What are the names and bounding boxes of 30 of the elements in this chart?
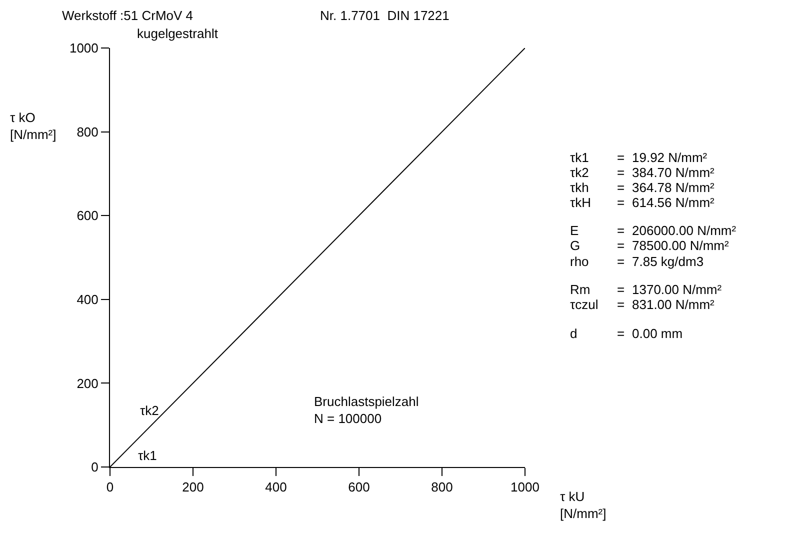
x-tick-label: 200: [182, 480, 204, 495]
text: τk2 = 384.70 N/mm²: [570, 165, 714, 180]
x-tick-label: 1000: [510, 480, 540, 495]
chart-title: Werkstoff :51 CrMoV 4: [62, 8, 194, 23]
text: τczul = 831.00 N/mm²: [570, 297, 714, 312]
y-tick-label: 1000: [69, 40, 98, 56]
y-tick-label: 200: [76, 376, 98, 391]
y-tick-label: 400: [76, 292, 98, 307]
annotation: τk1: [138, 448, 157, 463]
y-tick-label: 800: [76, 124, 98, 140]
x-tick-label: 400: [265, 480, 287, 495]
x-tick-label: 0: [106, 480, 114, 495]
y-axis-title: τ kO [N/mm²]: [10, 110, 56, 142]
text: τkH = 614.56 N/mm²: [570, 195, 714, 210]
x-tick-label: 600: [348, 480, 370, 495]
text: τkh = 364.78 N/mm²: [570, 180, 714, 195]
text: rho = 7.85 kg/dm3: [570, 254, 704, 269]
annotation: τk2: [140, 403, 159, 418]
chart-subtitle: kugelgestrahlt: [137, 26, 218, 41]
y-tick-label: 600: [76, 208, 98, 224]
text: Nr. 1.7701 DIN 17221: [320, 8, 450, 23]
x-axis-title: τ kU [N/mm²]: [560, 489, 606, 521]
text: G = 78500.00 N/mm²: [570, 238, 729, 253]
text: Rm = 1370.00 N/mm²: [570, 282, 722, 297]
text: τk1 = 19.92 N/mm²: [570, 150, 708, 165]
text: d = 0.00 mm: [570, 326, 683, 341]
y-tick-label: 0: [91, 460, 98, 475]
x-tick-label: 800: [431, 480, 453, 495]
annotation: Bruchlastspielzahl N = 100000: [314, 394, 419, 426]
text: E = 206000.00 N/mm²: [570, 223, 736, 238]
